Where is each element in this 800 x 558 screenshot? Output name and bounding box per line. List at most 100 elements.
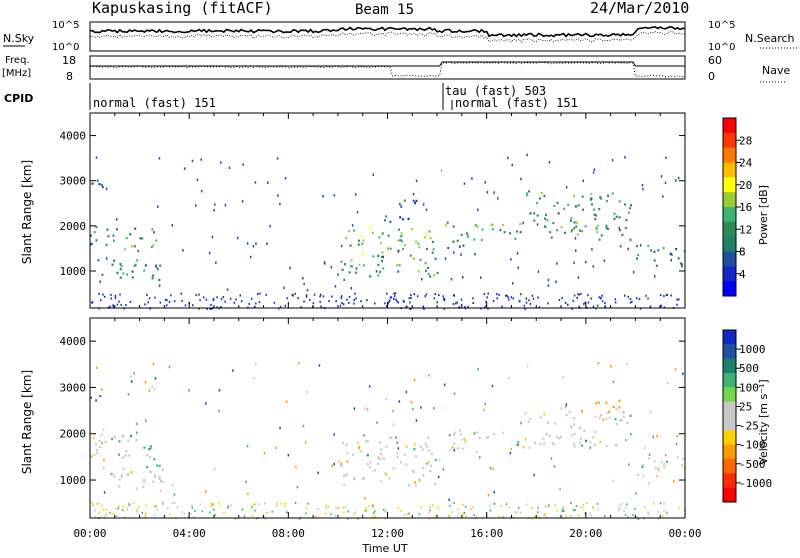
- isolated-cell: [451, 446, 454, 449]
- noise-cell: [250, 297, 253, 300]
- scatter-cell: [418, 479, 421, 482]
- isolated-cell: [584, 260, 587, 264]
- colorbar-tick-label: 1000: [739, 343, 766, 356]
- noise-cell: [538, 306, 541, 309]
- isolated-cell: [331, 464, 333, 467]
- scatter-cell: [372, 255, 375, 258]
- noise-cell: [120, 303, 122, 306]
- noise-cell: [276, 504, 278, 507]
- scatter-cell: [341, 268, 344, 271]
- isolated-cell: [585, 439, 587, 443]
- noise-cell: [496, 293, 498, 296]
- scatter-cell: [452, 240, 455, 243]
- scatter-cell: [127, 439, 130, 442]
- scatter-cell: [124, 248, 126, 251]
- isolated-cell: [200, 189, 203, 193]
- scatter-cell: [350, 259, 353, 262]
- scatter-cell: [422, 466, 425, 469]
- isolated-cell: [592, 265, 594, 268]
- isolated-cell: [547, 278, 550, 282]
- scatter-cell: [102, 466, 105, 469]
- noise-cell: [372, 512, 375, 515]
- scatter-cell: [593, 208, 595, 211]
- isolated-cell: [635, 492, 637, 495]
- noise-cell: [102, 508, 104, 511]
- scatter-cell: [657, 467, 660, 470]
- noise-cell: [355, 297, 357, 300]
- noise-cell: [578, 305, 580, 308]
- isolated-cell: [364, 497, 366, 500]
- isolated-cell: [597, 361, 600, 365]
- power-heatmap: [90, 113, 686, 310]
- freq-left-tick-top: 18: [62, 54, 76, 67]
- noise-cell: [330, 513, 332, 516]
- scatter-cell: [122, 434, 125, 437]
- noise-cell: [334, 514, 337, 517]
- scatter-cell: [152, 274, 155, 277]
- scatter-cell: [460, 233, 463, 236]
- xtick-label: 00:00: [73, 527, 106, 540]
- colorbar-tick-label: 500: [739, 362, 759, 375]
- noise-cell: [649, 305, 652, 308]
- noise-cell: [106, 513, 108, 516]
- isolated-cell: [228, 166, 231, 169]
- isolated-cell: [565, 185, 568, 189]
- noise-cell: [457, 508, 459, 511]
- isolated-cell: [205, 490, 207, 493]
- scatter-cell: [583, 429, 586, 432]
- noise-cell: [572, 299, 574, 302]
- scatter-cell: [514, 237, 517, 240]
- isolated-cell: [385, 397, 387, 401]
- power-colorbar-swatches: 28 24 20 16 12 8 4: [722, 117, 753, 297]
- noise-cell: [429, 506, 431, 509]
- noise-cell: [443, 299, 446, 302]
- scatter-cell: [424, 269, 427, 272]
- scatter-cell: [593, 443, 596, 447]
- scatter-cell: [663, 463, 666, 466]
- scatter-cell: [598, 401, 601, 404]
- noise-cell: [319, 300, 321, 303]
- noise-cell: [373, 515, 376, 518]
- isolated-cell: [343, 278, 345, 282]
- colorbar-tick-label: 12: [739, 223, 752, 236]
- noise-left-tick-bottom: 10^0: [52, 42, 79, 53]
- noise-cell: [422, 305, 425, 308]
- isolated-cell: [226, 288, 229, 291]
- xtick-label: 20:00: [569, 527, 602, 540]
- station-title: Kapuskasing (fitACF): [92, 0, 273, 17]
- scatter-cell: [97, 259, 100, 262]
- isolated-cell: [573, 261, 575, 264]
- scatter-cell: [516, 443, 519, 447]
- scatter-cell: [384, 219, 387, 222]
- isolated-cell: [493, 490, 495, 494]
- isolated-cell: [96, 452, 99, 455]
- isolated-cell: [241, 200, 244, 203]
- noise-cell: [587, 294, 589, 297]
- scatter-cell: [98, 183, 101, 186]
- scatter-cell: [427, 266, 429, 270]
- scatter-cell: [143, 446, 146, 449]
- scatter-cell: [536, 214, 539, 217]
- noise-cell: [191, 506, 193, 509]
- noise-cell: [248, 302, 250, 305]
- isolated-cell: [127, 473, 129, 476]
- noise-cell: [408, 512, 410, 515]
- noise-cell: [387, 302, 389, 305]
- noise-cell: [257, 293, 259, 295]
- isolated-cell: [681, 263, 683, 266]
- noise-cell: [322, 295, 325, 298]
- noise-cell: [406, 512, 408, 515]
- isolated-cell: [492, 467, 494, 471]
- noise-cell: [396, 300, 398, 303]
- noise-cell: [517, 506, 520, 509]
- scatter-cell: [626, 422, 629, 425]
- scatter-cell: [660, 461, 663, 464]
- cpid-label: CPID: [4, 92, 33, 105]
- isolated-cell: [591, 248, 593, 251]
- isolated-cell: [641, 184, 644, 187]
- scatter-cell: [653, 259, 656, 262]
- isolated-cell: [559, 487, 561, 491]
- noise-cell: [596, 502, 599, 505]
- scatter-cell: [356, 442, 359, 445]
- scatter-cell: [345, 237, 348, 240]
